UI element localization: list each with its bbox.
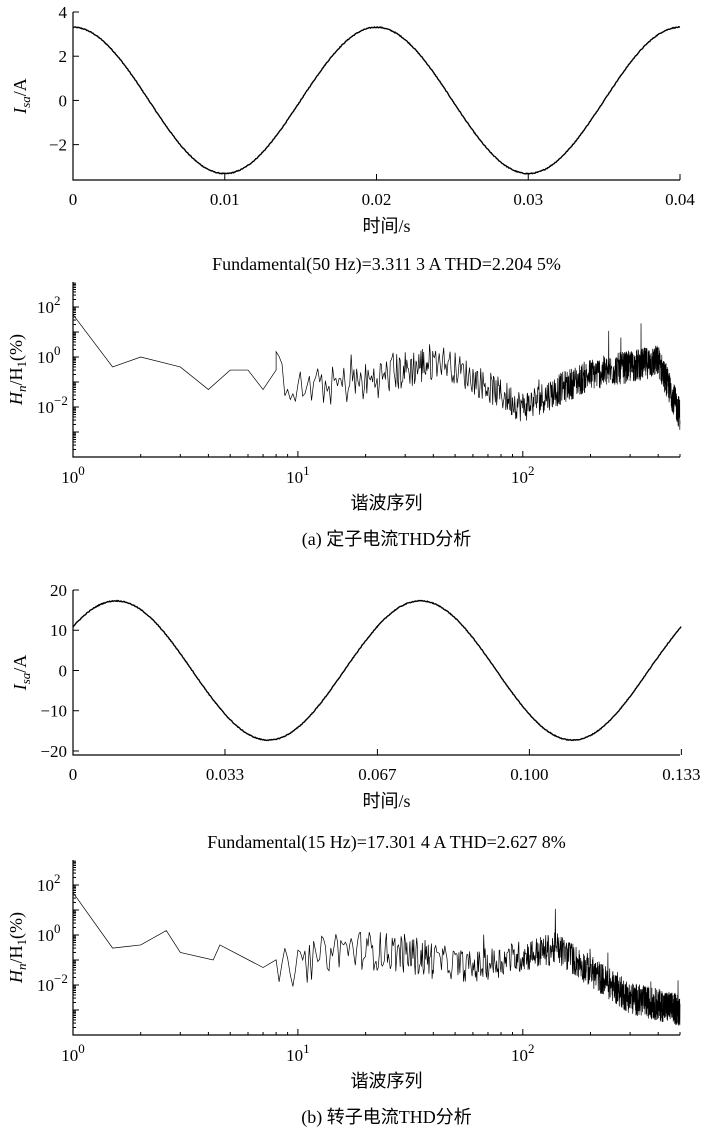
y-label-subscript: n: [14, 963, 29, 970]
y-label-subscript-2: 1: [14, 361, 29, 368]
axes: [72, 12, 680, 181]
y-axis-label: Isa/A: [10, 655, 33, 692]
x-tick-label: 102: [511, 1041, 535, 1065]
y-label-symbol: H: [6, 969, 26, 984]
y-label-symbol: I: [10, 683, 30, 691]
x-axis-label: 时间/s: [362, 791, 410, 811]
x-tick-base: 10: [511, 1046, 528, 1065]
x-tick-label: 0: [69, 765, 78, 784]
y-label-unit: (%): [6, 912, 27, 939]
y-axis-label: Hn/H1(%): [6, 912, 29, 984]
figure-caption: (b) 转子电流THD分析: [301, 1107, 471, 1128]
x-tick-base: 10: [286, 468, 303, 487]
x-tick-label: 100: [61, 463, 85, 487]
y-tick-label: 2: [59, 47, 68, 66]
y-tick-label: −2: [49, 136, 67, 155]
y-tick-label: −20: [40, 742, 67, 761]
y-label-subscript-2: 1: [14, 939, 29, 946]
harmonic-spectrum-line: [72, 314, 681, 430]
x-tick-base: 10: [286, 1046, 303, 1065]
x-axis-label: 时间/s: [362, 216, 410, 236]
y-tick-label: 0: [59, 661, 68, 680]
x-tick-label: 101: [286, 1041, 310, 1065]
spectrum-plot-a: Fundamental(50 Hz)=3.311 3 A THD=2.204 5…: [6, 254, 681, 550]
y-tick-base: 10: [37, 876, 54, 895]
current-waveform-line: [72, 599, 682, 742]
current-waveform-line: [72, 26, 681, 175]
y-tick-exp: −2: [54, 971, 68, 986]
x-tick-label: 0.03: [513, 190, 543, 209]
axes: [72, 860, 680, 1036]
x-tick-exp: 0: [78, 1041, 85, 1056]
y-label-symbol: H: [6, 391, 26, 406]
x-tick-exp: 2: [528, 1041, 535, 1056]
y-label-symbol: I: [10, 107, 30, 115]
x-tick-exp: 1: [303, 463, 310, 478]
y-tick-exp: 2: [54, 293, 61, 308]
x-axis-label: 谐波序列: [351, 1071, 423, 1091]
y-tick-label: 10: [50, 621, 67, 640]
y-label-subscript: sa: [18, 96, 33, 108]
y-tick-label: 10−2: [37, 971, 68, 995]
y-tick-label: 0: [59, 91, 68, 110]
axes: [72, 590, 680, 756]
x-tick-label: 0.01: [210, 190, 240, 209]
chart-title: Fundamental(50 Hz)=3.311 3 A THD=2.204 5…: [212, 254, 561, 275]
y-tick-label: 10−2: [37, 393, 68, 417]
x-tick-label: 0.133: [662, 765, 700, 784]
time-plot-a: 0 0.01 0.02 0.03 0.04 4 2 0 −2 时间/s Isa/A: [10, 3, 695, 236]
x-tick-label: 0.033: [206, 765, 244, 784]
y-tick-base: 10: [37, 298, 54, 317]
y-tick-exp: −2: [54, 393, 68, 408]
y-tick-label: −10: [40, 702, 67, 721]
x-tick-label: 0: [69, 190, 78, 209]
chart-title: Fundamental(15 Hz)=17.301 4 A THD=2.627 …: [207, 832, 565, 853]
harmonic-spectrum-line: [72, 892, 681, 1026]
x-tick-label: 0.100: [510, 765, 548, 784]
y-tick-exp: 2: [54, 871, 61, 886]
y-tick-label: 100: [37, 343, 61, 367]
y-tick-exp: 0: [54, 343, 61, 358]
y-tick-label: 102: [37, 871, 61, 895]
y-label-divider: /H: [6, 367, 26, 385]
x-tick-label: 102: [511, 463, 535, 487]
y-label-unit: /A: [10, 655, 30, 673]
y-tick-base: 10: [37, 926, 54, 945]
x-tick-label: 101: [286, 463, 310, 487]
x-tick-base: 10: [511, 468, 528, 487]
spectrum-plot-b: Fundamental(15 Hz)=17.301 4 A THD=2.627 …: [6, 832, 681, 1128]
y-axis-label: Isa/A: [10, 78, 33, 115]
x-tick-base: 10: [61, 1046, 78, 1065]
y-tick-base: 10: [37, 398, 54, 417]
y-axis-label: Hn/H1(%): [6, 334, 29, 406]
x-tick-label: 0.067: [358, 765, 397, 784]
y-label-divider: /H: [6, 945, 26, 963]
x-tick-exp: 1: [303, 1041, 310, 1056]
y-tick-base: 10: [37, 348, 54, 367]
y-tick-label: 4: [59, 3, 68, 22]
y-tick-label: 100: [37, 921, 61, 945]
x-tick-label: 100: [61, 1041, 85, 1065]
y-label-unit: (%): [6, 334, 27, 361]
y-tick-base: 10: [37, 976, 54, 995]
figure-caption: (a) 定子电流THD分析: [302, 529, 471, 550]
time-plot-b: 0 0.033 0.067 0.100 0.133 20 10 0 −10 −20 时间/s Isa/…: [10, 581, 700, 811]
x-tick-label: 0.04: [665, 190, 695, 209]
y-tick-exp: 0: [54, 921, 61, 936]
x-tick-exp: 2: [528, 463, 535, 478]
y-label-subscript: sa: [18, 672, 33, 684]
y-tick-label: 102: [37, 293, 61, 317]
y-tick-label: 20: [50, 581, 67, 600]
y-label-unit: /A: [10, 78, 30, 96]
x-tick-exp: 0: [78, 463, 85, 478]
x-axis-label: 谐波序列: [351, 493, 423, 513]
y-label-subscript: n: [14, 385, 29, 392]
x-tick-base: 10: [61, 468, 78, 487]
x-tick-label: 0.02: [362, 190, 392, 209]
